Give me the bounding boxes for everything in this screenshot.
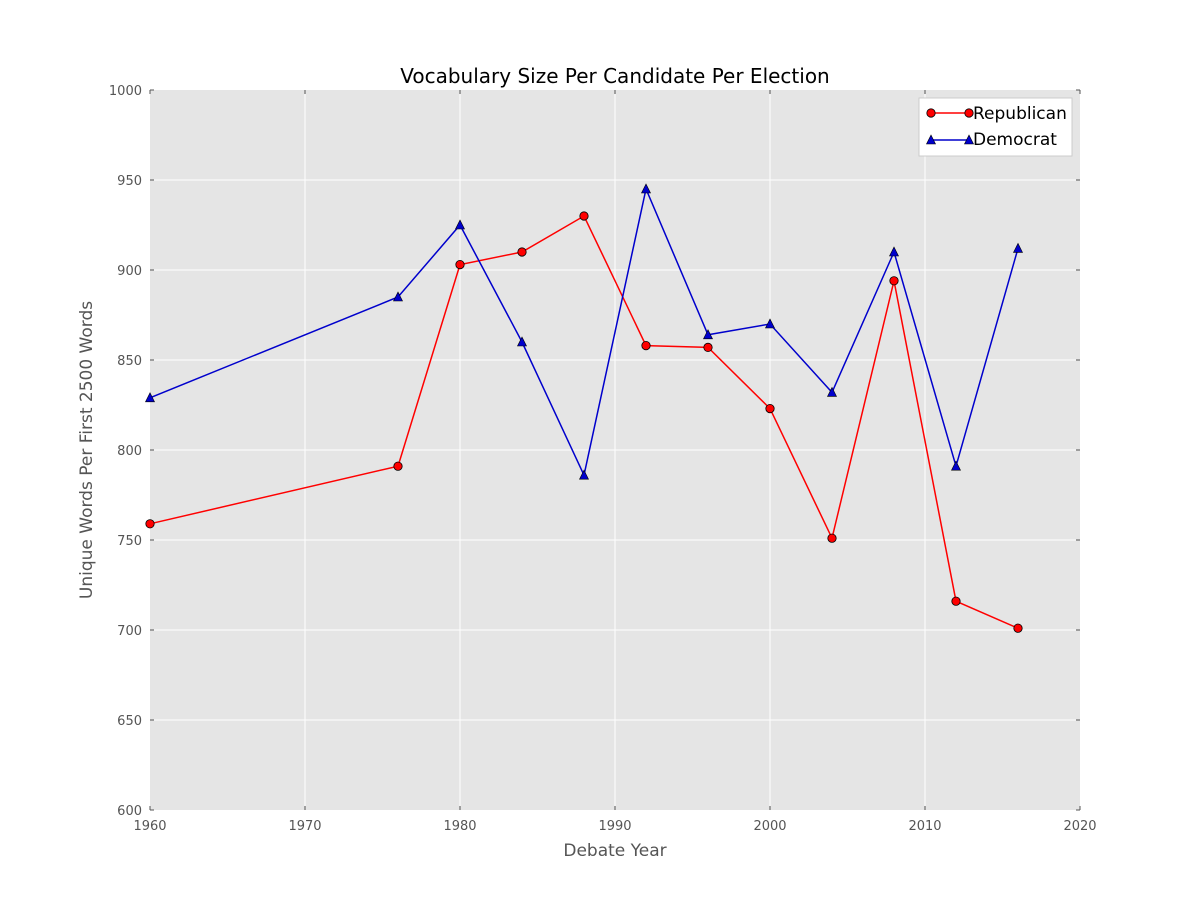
data-point-democrat [827,386,837,397]
series-layer [145,183,1023,633]
x-tick-label: 1980 [443,819,476,834]
legend-label-democrat: Democrat [973,130,1057,150]
data-point-republican [393,461,403,471]
x-tick-label: 2010 [908,819,941,834]
data-point-republican [455,259,465,270]
chart-title: Vocabulary Size Per Candidate Per Electi… [400,64,830,88]
y-tick-label: 850 [117,354,142,369]
x-tick-label: 1970 [288,819,321,834]
data-point-democrat [145,392,155,403]
series-line-republican [149,214,1019,629]
data-point-republican [1013,623,1023,633]
data-point-republican [517,247,527,257]
y-tick-label: 900 [117,264,142,279]
y-axis-label: Unique Words Per First 2500 Words [77,301,97,599]
series-line-democrat [149,186,1019,478]
data-point-republican [889,276,899,286]
x-tick-label: 2020 [1063,819,1096,834]
y-tick-label: 1000 [109,84,142,99]
data-point-republican [641,340,651,351]
data-point-democrat [951,460,961,471]
legend-label-republican: Republican [973,104,1067,124]
x-tick-label: 1960 [133,819,166,834]
x-tick-label: 1990 [598,819,631,834]
data-point-republican [827,533,837,543]
data-point-republican [765,403,775,414]
y-tick-label: 700 [117,624,142,639]
legend-box [918,97,1073,157]
legend-marker-republican [964,108,974,118]
data-point-republican [145,519,155,529]
y-tick-label: 650 [117,714,142,729]
data-point-democrat [455,219,465,230]
legend: Republican Democrat [918,97,1073,157]
data-point-democrat [517,336,527,347]
series-democrat [145,183,1023,480]
legend-marker-democrat [964,134,974,145]
data-point-democrat [393,291,403,302]
x-axis-label: Debate Year [563,841,666,861]
legend-marker-republican [926,108,936,118]
data-point-democrat [641,183,651,194]
data-point-democrat [889,246,899,257]
legend-marker-democrat [926,134,936,145]
axes: 1960 1970 1980 1990 2000 2010 2020 600 650 700 750… [109,84,1097,834]
data-point-democrat [765,318,775,329]
y-tick-label: 600 [117,804,142,819]
data-point-democrat [703,329,713,340]
data-point-democrat [579,469,589,480]
data-point-republican [951,596,961,606]
data-point-democrat [1013,242,1023,253]
y-tick-label: 750 [117,534,142,549]
series-republican [145,211,1023,633]
x-tick-label: 2000 [753,819,786,834]
data-point-republican [579,211,589,221]
y-tick-label: 800 [117,444,142,459]
data-point-republican [703,342,713,352]
y-tick-label: 950 [117,174,142,189]
